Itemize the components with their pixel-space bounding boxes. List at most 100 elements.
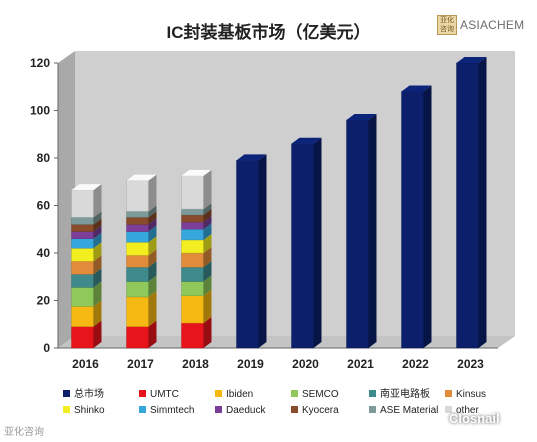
bar-segment-side [148, 225, 157, 243]
bar-segment-side [93, 320, 102, 348]
bar-segment-top [401, 85, 432, 92]
bar-segment-side [148, 261, 157, 282]
bar-segment-side [148, 205, 157, 218]
legend-swatch [445, 406, 452, 413]
bar-segment [236, 160, 259, 349]
bar-segment-top [346, 114, 377, 120]
legend-swatch [63, 406, 70, 413]
bar-segment-side [423, 85, 432, 348]
bar-segment-side [368, 114, 377, 348]
bar-segment-side [93, 232, 102, 249]
legend-label: Ibiden [226, 389, 253, 400]
bar-segment-side [203, 223, 212, 240]
x-tick-label: 2020 [292, 357, 319, 371]
bar-segment-side [93, 225, 102, 239]
asiachem-logo: 亚化咨询 ASIACHEM [437, 14, 524, 36]
x-tick-label: 2016 [72, 357, 99, 371]
y-tick-label: 40 [37, 246, 51, 260]
legend-swatch [215, 406, 222, 413]
bar-segment [181, 175, 204, 210]
bar-segment [181, 281, 204, 296]
legend-label: 南亚电路板 [380, 387, 430, 400]
bar-segment-side [203, 275, 212, 296]
bar-segment [71, 238, 94, 249]
bar-segment [126, 231, 149, 243]
watermark-right: Closnail [449, 411, 500, 426]
bar-segment [181, 214, 204, 223]
bar-segment [126, 211, 149, 218]
bar-segment-side [203, 216, 212, 230]
bar-segment [456, 62, 479, 349]
bar-segment-side [148, 218, 157, 232]
bar-segment-side [203, 233, 212, 253]
bar-segment [181, 252, 204, 268]
bar-segment-side [148, 275, 157, 297]
bar-segment [126, 296, 149, 327]
bar-segment [181, 208, 204, 216]
x-tick-label: 2017 [127, 357, 154, 371]
bar-segment [291, 143, 314, 349]
bar-segment [126, 326, 149, 349]
legend-swatch [445, 390, 452, 397]
bar-segment [181, 295, 204, 324]
bar-segment [126, 217, 149, 225]
logo-seal: 亚化咨询 [437, 15, 457, 35]
bar-segment-top [126, 174, 157, 181]
bar-segment-side [148, 174, 157, 212]
bar-segment-side [93, 242, 102, 262]
chart-side-wall [58, 51, 75, 348]
legend-label: ASE Material [380, 405, 438, 416]
bar-segment [71, 189, 94, 218]
chart-title: IC封装基板市场（亿美元） [166, 23, 371, 42]
chart-floor [58, 336, 515, 348]
bar-segment [181, 239, 204, 254]
bar-segment [71, 261, 94, 275]
bar-segment-top [456, 57, 487, 63]
legend-swatch [291, 390, 298, 397]
legend-swatch [369, 390, 376, 397]
legend-swatch [369, 406, 376, 413]
legend-label: Kinsus [456, 389, 486, 400]
bar-segment-side [203, 209, 212, 223]
bar-segment-side [148, 320, 157, 348]
bar-segment [181, 229, 204, 241]
bar-segment-side [258, 154, 267, 348]
bar-segment [126, 267, 149, 282]
legend-swatch [291, 406, 298, 413]
bar-segment [71, 306, 94, 327]
bar-segment-side [148, 236, 157, 256]
bar-segment [126, 281, 149, 298]
x-tick-label: 2019 [237, 357, 264, 371]
bar-segment [401, 91, 424, 349]
bar-segment [126, 224, 149, 232]
bar-segment-side [93, 268, 102, 288]
legend-label: Shinko [74, 405, 105, 416]
bar-segment-side [93, 281, 102, 307]
legend-label: Simmtech [150, 405, 194, 416]
bar-segment-side [203, 169, 212, 210]
bar-segment [71, 287, 94, 307]
bar-segment [71, 224, 94, 232]
y-tick-label: 0 [43, 341, 50, 355]
bar-segment-top [181, 169, 212, 176]
bar-segment [126, 180, 149, 212]
bar-segment-side [203, 261, 212, 282]
y-tick-label: 100 [30, 104, 50, 118]
bar-segment-side [478, 57, 487, 348]
bar-segment-side [203, 203, 212, 215]
bar-segment-side [93, 211, 102, 225]
legend-label: UMTC [150, 389, 179, 400]
y-tick-label: 80 [37, 151, 51, 165]
bar-segment-side [148, 290, 157, 327]
bar-segment-top [291, 137, 322, 144]
x-tick-label: 2022 [402, 357, 429, 371]
bar-segment-side [203, 247, 212, 268]
bar-segment [71, 231, 94, 239]
x-tick-label: 2021 [347, 357, 374, 371]
legend-label: Kyocera [302, 405, 339, 416]
legend-swatch [139, 406, 146, 413]
bar-segment-side [313, 137, 322, 348]
bar-segment-side [148, 249, 157, 268]
bar-segment-side [93, 255, 102, 275]
bar-segment [71, 274, 94, 288]
